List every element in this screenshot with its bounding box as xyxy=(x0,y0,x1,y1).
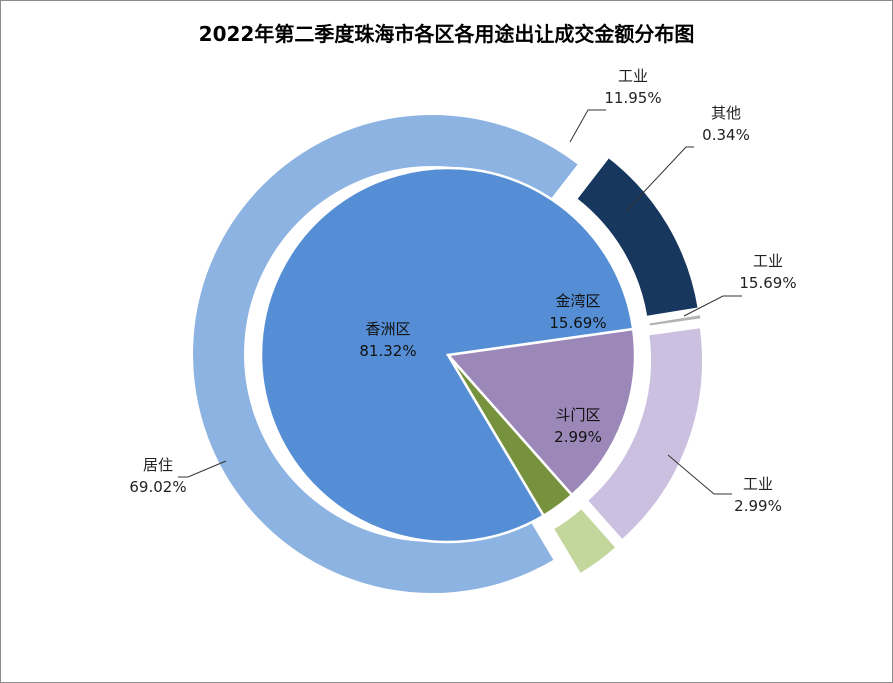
leader-line-2 xyxy=(178,460,227,478)
leader-line-1 xyxy=(667,454,732,495)
inner-label-jinwan: 金湾区 15.69% xyxy=(549,292,606,332)
leader-line-4 xyxy=(625,146,694,212)
outer-slice-2 xyxy=(191,113,581,596)
inner-label-xiangzhou: 香洲区 81.32% xyxy=(359,320,416,360)
chart-title: 2022年第二季度珠海市各区各用途出让成交金额分布图 xyxy=(198,22,695,46)
inner-label-doumen: 斗门区 2.99% xyxy=(554,406,602,446)
outer-slice-1 xyxy=(551,506,618,576)
outer-label-2: 居住 69.02% xyxy=(129,456,186,496)
outer-slice-3 xyxy=(574,155,700,318)
leader-line-0 xyxy=(683,295,742,317)
outer-label-0: 工业 15.69% xyxy=(739,252,796,292)
outer-label-3: 工业 11.95% xyxy=(604,67,661,107)
leader-line-3 xyxy=(569,109,606,143)
outer-slice-4 xyxy=(647,312,703,328)
inner-slice-0 xyxy=(445,327,637,497)
outer-label-1: 工业 2.99% xyxy=(734,475,782,515)
inner-slice-2 xyxy=(259,166,635,544)
outer-label-4: 其他 0.34% xyxy=(702,104,750,144)
outer-slice-0 xyxy=(585,326,704,542)
